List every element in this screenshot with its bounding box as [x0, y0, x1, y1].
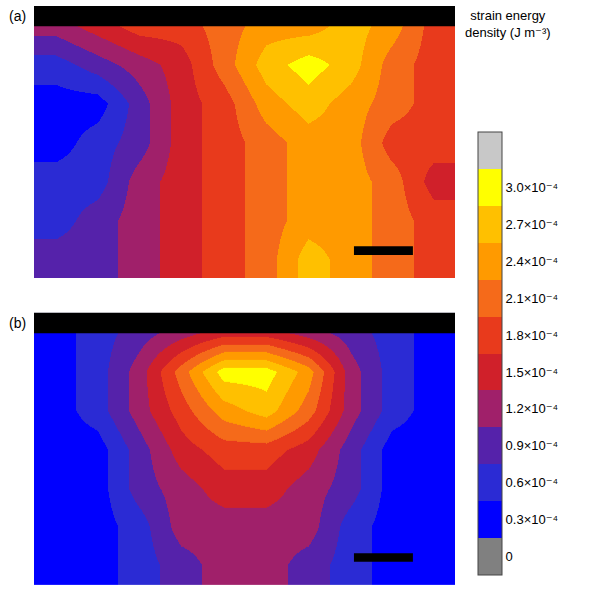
svg-text:0.9×10⁻⁴: 0.9×10⁻⁴: [506, 438, 559, 453]
svg-text:2.1×10⁻⁴: 2.1×10⁻⁴: [506, 291, 559, 306]
svg-text:3.0×10⁻⁴: 3.0×10⁻⁴: [506, 180, 559, 195]
svg-text:1.2×10⁻⁴: 1.2×10⁻⁴: [506, 401, 559, 416]
svg-text:(a): (a): [9, 8, 26, 24]
svg-text:2.7×10⁻⁴: 2.7×10⁻⁴: [506, 217, 559, 232]
svg-text:0.3×10⁻⁴: 0.3×10⁻⁴: [506, 512, 559, 527]
svg-text:strain energydensity (J m⁻³): strain energydensity (J m⁻³): [465, 8, 551, 40]
svg-text:0.6×10⁻⁴: 0.6×10⁻⁴: [506, 475, 559, 490]
svg-text:0: 0: [506, 549, 513, 564]
svg-text:1.8×10⁻⁴: 1.8×10⁻⁴: [506, 328, 559, 343]
svg-text:2.4×10⁻⁴: 2.4×10⁻⁴: [506, 254, 559, 269]
svg-text:(b): (b): [9, 315, 26, 331]
svg-text:1.5×10⁻⁴: 1.5×10⁻⁴: [506, 365, 559, 380]
